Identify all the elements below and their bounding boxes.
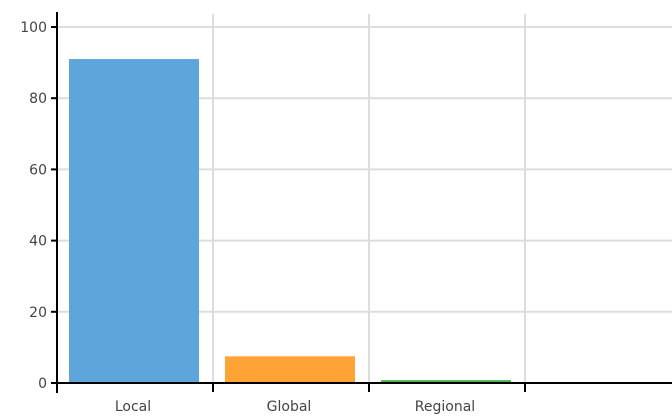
y-tick-label: 20	[29, 305, 47, 321]
y-tick-label: 80	[29, 91, 47, 107]
x-tick-label: Local	[115, 399, 151, 414]
x-tick-label: Regional	[415, 399, 475, 414]
axis-layer	[51, 12, 672, 393]
bar-local[interactable]	[69, 59, 199, 383]
bar-global[interactable]	[225, 356, 355, 383]
y-tick-label: 100	[20, 20, 47, 36]
y-tick-label: 0	[38, 376, 47, 392]
bar-layer	[69, 59, 511, 383]
label-layer: 0 20 40 60 80 100 Local Global Regional	[20, 20, 475, 415]
y-tick-label: 40	[29, 234, 47, 250]
y-tick-label: 60	[29, 162, 47, 178]
x-tick-label: Global	[267, 399, 312, 414]
bar-regional[interactable]	[381, 380, 511, 383]
